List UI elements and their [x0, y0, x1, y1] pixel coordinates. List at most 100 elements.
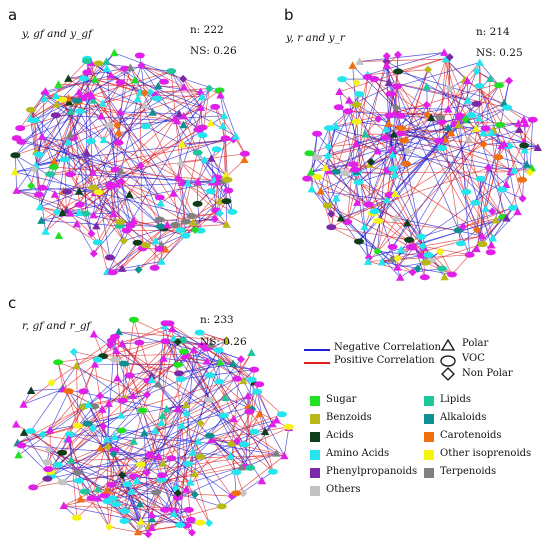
- network-node-polar: [14, 450, 23, 459]
- network-edge: [358, 140, 405, 183]
- network-nodes: [302, 48, 542, 281]
- network-edge: [98, 63, 172, 72]
- category-swatch: [310, 396, 320, 406]
- negative-correlation-line: [304, 349, 330, 351]
- network-edge: [112, 453, 114, 499]
- network-edge: [154, 240, 156, 268]
- network-edge: [359, 52, 445, 62]
- network-edge: [130, 67, 151, 93]
- network-edge: [227, 179, 233, 212]
- network-node-polar: [50, 157, 59, 165]
- network-edge: [192, 452, 231, 457]
- network-edge: [251, 369, 255, 410]
- network-node-polar: [54, 231, 63, 240]
- network-node-voc: [151, 489, 162, 496]
- panel-subtitle: y, gf and y_gf: [22, 28, 93, 40]
- network-edge: [211, 439, 237, 473]
- network-node-polar: [110, 432, 119, 441]
- network-edge: [476, 229, 491, 253]
- network-edge: [114, 340, 166, 361]
- network-edge: [77, 406, 95, 426]
- network-node-voc: [304, 150, 315, 157]
- network-edge: [490, 132, 504, 218]
- network-edge: [100, 351, 185, 449]
- network-node-nonpolar: [323, 152, 332, 161]
- network-node-voc: [205, 188, 216, 195]
- network-node-nonpolar: [461, 115, 470, 124]
- network-edge: [197, 152, 218, 178]
- network-node-polar: [147, 514, 157, 523]
- network-node-voc: [119, 518, 130, 524]
- network-edge: [388, 115, 393, 150]
- network-edge: [356, 171, 511, 174]
- network-node-nonpolar: [364, 253, 373, 262]
- network-node-voc: [231, 490, 242, 497]
- network-node-voc: [519, 142, 530, 149]
- network-edge: [91, 404, 186, 499]
- network-edge: [120, 181, 131, 226]
- network-node-voc: [197, 132, 208, 139]
- network-node-polar: [499, 139, 509, 148]
- network-node-voc: [210, 103, 221, 110]
- network-edge: [438, 59, 447, 141]
- network-node-voc: [33, 151, 44, 158]
- network-edge: [353, 83, 396, 105]
- network-edge: [41, 136, 65, 160]
- network-edge: [118, 331, 194, 351]
- network-edge: [307, 178, 397, 219]
- network-node-polar: [183, 178, 193, 187]
- network-node-voc: [227, 208, 238, 215]
- network-node-voc: [135, 461, 146, 468]
- network-node-polar: [196, 103, 206, 111]
- network-node-nonpolar: [187, 528, 196, 537]
- panel-letter: b: [284, 6, 294, 24]
- network-edge: [491, 132, 538, 148]
- network-edge: [123, 228, 164, 242]
- network-node-polar: [89, 210, 98, 219]
- network-node-nonpolar: [382, 52, 391, 61]
- network-node-voc: [387, 243, 398, 250]
- network-edge: [320, 191, 332, 228]
- network-edge: [458, 124, 511, 173]
- network-edge: [256, 391, 273, 425]
- network-node-nonpolar: [182, 409, 191, 418]
- network-node-polar: [19, 400, 28, 408]
- network-edge: [209, 415, 224, 436]
- network-node-polar: [151, 236, 160, 245]
- network-node-voc: [166, 68, 177, 75]
- network-node-polar: [10, 167, 20, 176]
- network-edge: [476, 216, 504, 231]
- network-node-voc: [85, 138, 96, 145]
- network-node-nonpolar: [114, 129, 123, 138]
- network-node-polar: [218, 121, 228, 130]
- network-node-polar: [154, 81, 163, 90]
- network-node-voc: [312, 154, 323, 161]
- network-node-polar: [280, 451, 289, 460]
- network-edge: [15, 136, 43, 156]
- network-edge: [367, 254, 470, 262]
- network-node-polar: [396, 245, 406, 254]
- network-node-voc: [78, 388, 89, 395]
- network-node-voc: [416, 233, 427, 240]
- network-edge: [151, 353, 188, 381]
- network-node-polar: [84, 66, 94, 74]
- network-edge: [92, 187, 125, 241]
- network-node-polar: [229, 414, 238, 423]
- network-node-voc: [434, 137, 444, 144]
- network-node-voc: [37, 184, 48, 191]
- network-edge: [94, 65, 142, 193]
- network-node-nonpolar: [200, 156, 209, 165]
- network-node-nonpolar: [374, 114, 383, 123]
- network-edge: [177, 441, 199, 494]
- network-edge: [183, 115, 199, 153]
- network-node-voc: [151, 95, 162, 102]
- polar-label: Polar: [462, 338, 489, 349]
- network-edge: [90, 98, 138, 142]
- network-node-nonpolar: [87, 229, 96, 238]
- network-edge: [76, 223, 95, 254]
- network-edge: [199, 332, 260, 385]
- network-node-nonpolar: [27, 181, 36, 190]
- network-edge: [151, 413, 187, 515]
- network-node-voc: [218, 412, 229, 419]
- network-edge: [194, 473, 210, 524]
